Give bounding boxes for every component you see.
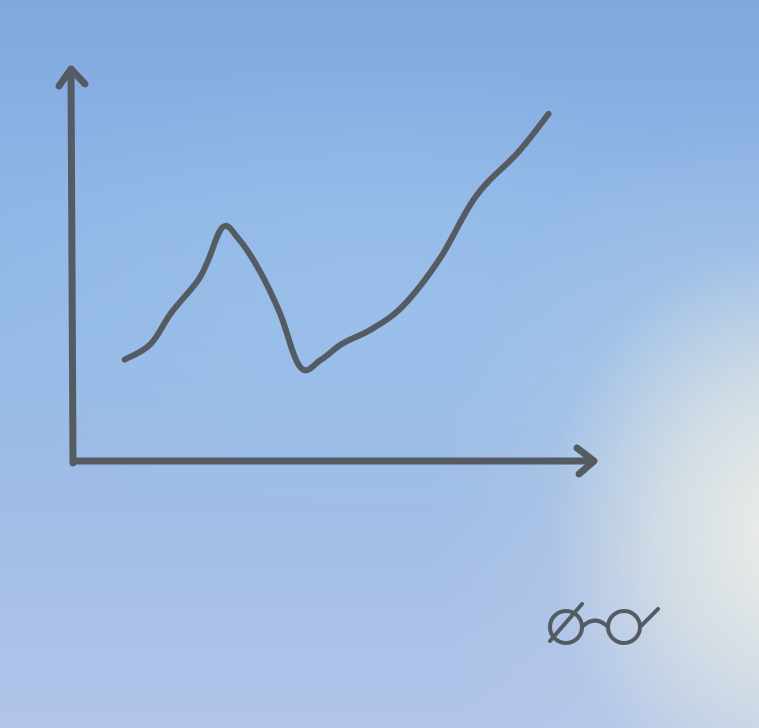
glasses-right-temple <box>638 607 660 629</box>
glasses-left-temple <box>548 602 584 643</box>
glasses-right-lens <box>606 609 642 645</box>
series-layer <box>121 110 552 374</box>
series-line-0 <box>121 110 552 374</box>
glasses-bridge <box>580 618 610 629</box>
y-axis-line <box>67 68 77 467</box>
x-axis <box>69 444 598 478</box>
glasses-icon <box>548 602 660 645</box>
y-axis-arrowhead <box>55 65 89 90</box>
y-axis <box>55 65 89 467</box>
x-axis-arrowhead <box>573 444 598 478</box>
